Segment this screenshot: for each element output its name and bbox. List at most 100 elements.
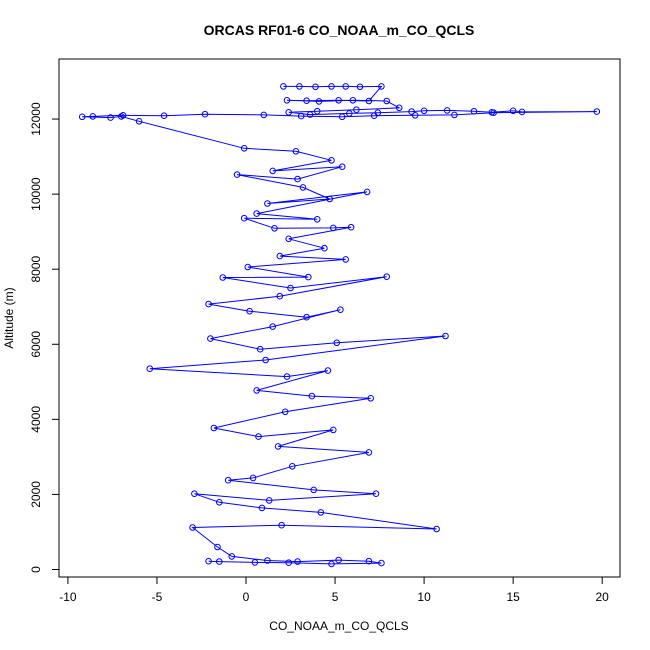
data-point — [244, 263, 252, 271]
data-point — [349, 97, 357, 104]
data-point — [269, 167, 277, 175]
data-point — [271, 225, 278, 232]
x-tick-label: 10 — [417, 590, 431, 604]
data-point — [326, 195, 334, 203]
x-tick-label: 5 — [332, 590, 339, 604]
data-point — [258, 504, 266, 512]
data-point — [420, 107, 428, 115]
data-point — [324, 367, 332, 374]
y-tick-label: 2000 — [29, 481, 43, 508]
data-point — [294, 558, 301, 565]
data-point — [408, 108, 415, 115]
x-tick-label: 20 — [596, 590, 610, 604]
data-point — [378, 559, 385, 567]
data-point — [308, 392, 316, 400]
data-point — [395, 104, 403, 112]
data-point — [363, 188, 371, 196]
data-point — [370, 112, 378, 119]
y-tick-label: 6000 — [29, 331, 43, 358]
x-tick-label: -5 — [152, 590, 163, 604]
data-point — [201, 110, 209, 118]
y-tick-label: 8000 — [29, 256, 43, 283]
y-tick-label: 0 — [29, 566, 43, 573]
data-point — [313, 107, 321, 115]
data-point — [224, 476, 232, 484]
data-point — [347, 223, 355, 231]
data-point — [285, 109, 293, 116]
data-point — [313, 216, 321, 223]
x-tick-label: 0 — [243, 590, 250, 604]
data-point — [287, 284, 294, 292]
data-point — [160, 112, 168, 119]
series-line — [82, 85, 597, 565]
data-point — [281, 408, 289, 416]
data-point — [378, 83, 385, 90]
data-points-layer — [78, 83, 601, 568]
data-point — [490, 109, 497, 116]
plot-frame — [58, 58, 621, 578]
x-tick-label: -10 — [59, 590, 77, 604]
data-point — [330, 426, 337, 434]
data-point — [509, 107, 517, 115]
data-point — [251, 559, 259, 566]
data-point — [321, 244, 328, 252]
y-tick-label: 12000 — [29, 102, 43, 136]
data-point — [89, 113, 97, 120]
data-point — [443, 107, 451, 114]
data-point — [107, 114, 114, 121]
data-point — [219, 274, 227, 281]
x-axis-title: CO_NOAA_m_CO_QCLS — [269, 619, 408, 633]
data-point — [118, 113, 125, 120]
y-axis: 0 2000 4000 6000 8000 10000 12000 — [29, 102, 60, 573]
data-point — [285, 559, 293, 567]
data-point — [262, 356, 269, 364]
data-point — [260, 111, 268, 119]
data-point — [442, 332, 449, 340]
y-tick-label: 10000 — [29, 177, 43, 211]
data-point — [346, 110, 353, 117]
data-point — [306, 111, 314, 118]
data-point — [365, 97, 373, 105]
x-tick-label: 15 — [506, 590, 520, 604]
data-point — [276, 292, 284, 300]
data-point — [310, 486, 318, 494]
data-point — [365, 449, 373, 456]
data-point — [433, 525, 440, 533]
data-point — [337, 306, 344, 314]
data-point — [317, 509, 325, 516]
data-point — [205, 557, 212, 565]
data-point — [330, 224, 337, 232]
data-point — [265, 497, 273, 504]
data-point — [335, 97, 342, 104]
data-point — [333, 339, 341, 347]
data-point — [312, 83, 319, 91]
data-point — [278, 521, 285, 529]
data-point — [297, 112, 305, 120]
data-point — [292, 148, 300, 155]
data-point — [285, 235, 293, 243]
data-point — [328, 157, 335, 164]
data-point — [189, 524, 196, 531]
data-point — [294, 175, 301, 183]
data-point — [228, 553, 236, 560]
data-point — [451, 111, 458, 119]
data-point — [240, 145, 248, 152]
data-point — [303, 97, 310, 104]
data-point — [283, 97, 291, 104]
data-point — [233, 171, 241, 178]
data-point — [353, 106, 360, 113]
data-point — [299, 184, 307, 191]
data-point — [305, 273, 312, 281]
data-point — [146, 365, 154, 373]
data-point — [283, 373, 291, 380]
data-point — [289, 463, 296, 470]
data-point — [274, 443, 282, 450]
data-point — [296, 83, 303, 90]
data-point — [214, 543, 221, 551]
x-axis: -10 -5 0 5 10 15 20 — [59, 576, 610, 604]
data-point — [328, 560, 335, 568]
data-point — [135, 118, 143, 125]
data-point — [518, 108, 526, 116]
data-point — [372, 490, 380, 498]
